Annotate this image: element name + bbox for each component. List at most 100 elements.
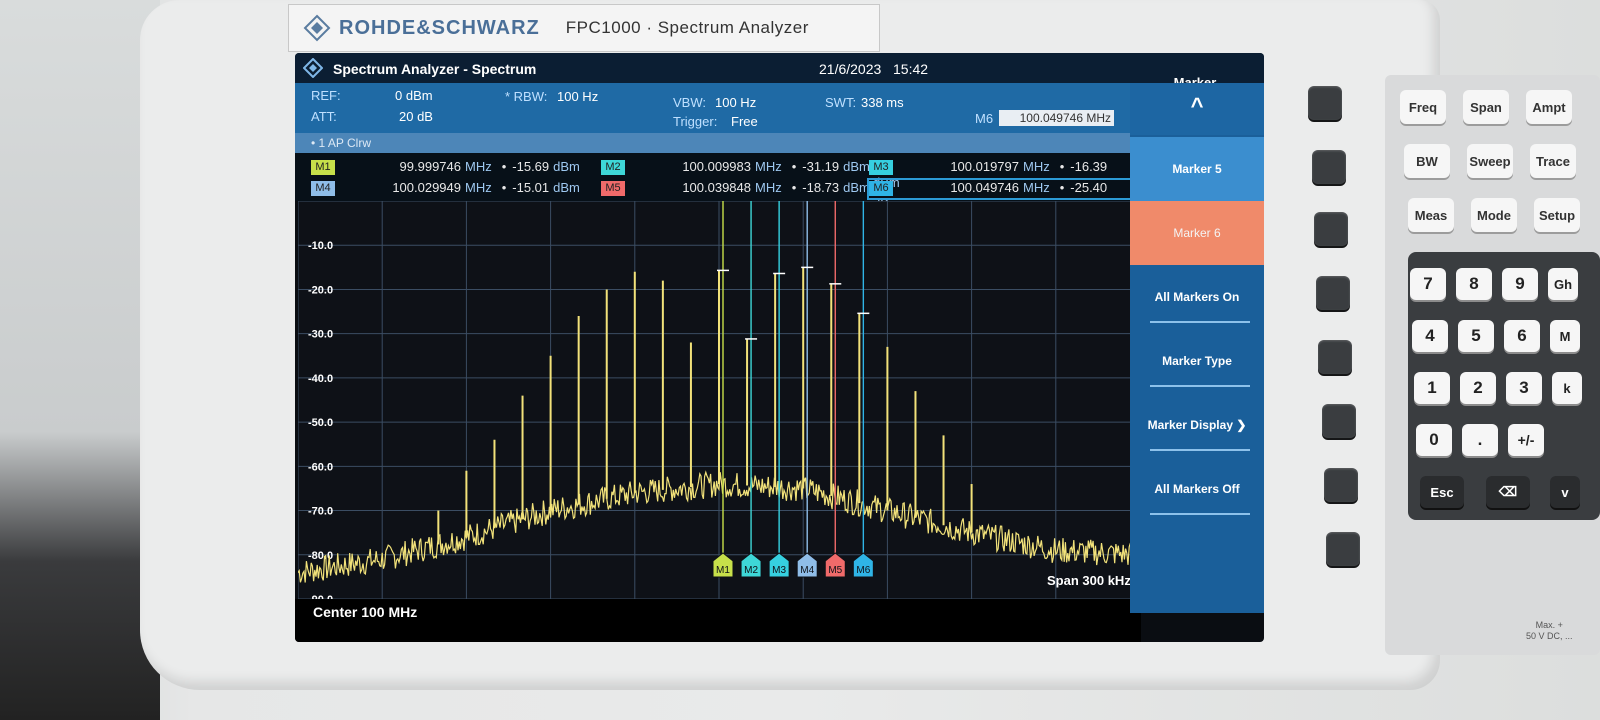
key-decimal[interactable]: . — [1462, 424, 1498, 456]
marker-flag-label: M4 — [800, 565, 814, 576]
softkey-marker-display[interactable]: Marker Display ❯ — [1130, 393, 1264, 457]
marker-flag-m2 — [740, 552, 762, 578]
center-frequency-label[interactable]: Center 100 MHz — [313, 604, 418, 620]
key-mhz[interactable]: M — [1550, 320, 1580, 352]
freq-key[interactable]: Freq — [1400, 90, 1446, 124]
marker-freq-unit: MHz — [755, 180, 782, 195]
vbw-label: VBW: — [673, 95, 706, 110]
att-value[interactable]: 20 dB — [399, 109, 433, 124]
bullet-icon: • — [791, 159, 797, 174]
bullet-icon: • — [791, 180, 797, 195]
marker-flag-m1 — [712, 552, 734, 578]
bw-key[interactable]: BW — [1404, 144, 1450, 178]
softkey-marker5[interactable]: Marker 5 — [1130, 137, 1264, 201]
swt-label: SWT: — [825, 95, 857, 110]
hardware-softkey-5[interactable] — [1318, 340, 1352, 374]
hardware-softkey-6[interactable] — [1322, 404, 1356, 438]
key-khz[interactable]: k — [1552, 372, 1582, 404]
span-key[interactable]: Span — [1463, 90, 1509, 124]
softkey-all-markers-on[interactable]: All Markers On — [1130, 265, 1264, 329]
meas-key[interactable]: Meas — [1408, 198, 1454, 232]
trace-info-row: • 1 AP Clrw — [295, 133, 1130, 153]
key-0[interactable]: 0 — [1416, 424, 1452, 456]
marker-table: M1 99.999746 MHz • -15.69 dBm M2 100.009983 MHz… — [295, 153, 1132, 211]
marker-level: -18.73 — [802, 180, 840, 195]
chevron-down-icon[interactable]: v — [1550, 476, 1580, 508]
key-ghz[interactable]: Gh — [1548, 268, 1578, 300]
marker-flag-m4 — [796, 552, 818, 578]
ref-value[interactable]: 0 dBm — [395, 88, 433, 103]
marker-flag-m3 — [768, 552, 790, 578]
softkey-marker6[interactable]: Marker 6 — [1130, 201, 1264, 265]
key-5[interactable]: 5 — [1458, 320, 1494, 352]
marker-tag-m4: M4 — [311, 181, 335, 197]
marker-freq-unit: MHz — [755, 159, 782, 174]
key-1[interactable]: 1 — [1414, 372, 1450, 404]
key-plus-minus[interactable]: +/- — [1508, 424, 1544, 456]
key-7[interactable]: 7 — [1410, 268, 1446, 300]
divider — [1150, 321, 1250, 323]
backspace-icon[interactable]: ⌫ — [1486, 476, 1530, 508]
key-3[interactable]: 3 — [1506, 372, 1542, 404]
chevron-up-icon: ^ — [1190, 93, 1204, 118]
brand-name: ROHDE&SCHWARZ — [339, 16, 540, 39]
setup-key[interactable]: Setup — [1534, 198, 1580, 232]
softkey-panel: ^ Marker 5 Marker 6 All Markers On Marke… — [1130, 83, 1264, 613]
rbw-label: * RBW: — [505, 89, 548, 104]
marker-row-m4[interactable]: M4 100.029949 MHz • -15.01 dBm — [311, 180, 584, 198]
time: 15:42 — [893, 61, 929, 77]
marker-level-unit: dBm — [553, 159, 580, 174]
m6-frequency-input[interactable]: 100.049746 MHz — [999, 110, 1114, 126]
trace-label[interactable]: • 1 AP Clrw — [311, 136, 371, 150]
analyzer-screen: Spectrum Analyzer - Spectrum 21/6/2023 1… — [295, 53, 1264, 642]
key-4[interactable]: 4 — [1412, 320, 1448, 352]
y-tick-label: -40.0 — [308, 373, 333, 385]
softkey-all-markers-off[interactable]: All Markers Off — [1130, 457, 1264, 521]
marker-row-m2[interactable]: M2 100.009983 MHz • -31.19 dBm — [601, 159, 874, 177]
hardware-softkey-4[interactable] — [1316, 276, 1350, 310]
hardware-softkey-7[interactable] — [1324, 468, 1358, 502]
y-tick-label: -90.0 — [308, 594, 333, 599]
marker-row-m5[interactable]: M5 100.039848 MHz • -18.73 dBm — [601, 180, 874, 198]
ampt-key[interactable]: Ampt — [1526, 90, 1572, 124]
trigger-value[interactable]: Free — [731, 114, 758, 129]
softkey-label: All Markers On — [1154, 290, 1240, 304]
y-tick-label: -10.0 — [308, 240, 333, 252]
key-esc[interactable]: Esc — [1420, 476, 1464, 508]
hardware-softkey-1[interactable] — [1308, 86, 1342, 120]
marker-flag-m6 — [852, 552, 874, 578]
marker-freq: 100.009983 — [682, 159, 751, 174]
trace-key[interactable]: Trace — [1530, 144, 1576, 178]
marker-row-m1[interactable]: M1 99.999746 MHz • -15.69 dBm — [311, 159, 584, 177]
spectrum-plot[interactable]: -10.0 -20.0 -30.0 -40.0 -50.0 -60.0 -70.0 -80.0… — [298, 201, 1140, 599]
softkey-up-button[interactable]: ^ — [1130, 83, 1264, 135]
key-2[interactable]: 2 — [1460, 372, 1496, 404]
sweep-key[interactable]: Sweep — [1467, 144, 1513, 178]
date: 21/6/2023 — [819, 61, 882, 77]
hardware-softkey-2[interactable] — [1312, 150, 1346, 184]
vbw-value[interactable]: 100 Hz — [715, 95, 757, 110]
title-bar: Spectrum Analyzer - Spectrum 21/6/2023 1… — [295, 53, 1264, 90]
marker-freq: 100.019797 — [950, 159, 1019, 174]
key-6[interactable]: 6 — [1504, 320, 1540, 352]
softkey-label: Marker Display ❯ — [1147, 418, 1247, 432]
softkey-marker-type[interactable]: Marker Type — [1130, 329, 1264, 393]
y-tick-label: -50.0 — [308, 417, 333, 429]
marker-flag-label: M5 — [828, 565, 842, 576]
bullet-icon: • — [501, 159, 507, 174]
divider — [1150, 513, 1250, 515]
key-8[interactable]: 8 — [1456, 268, 1492, 300]
mode-key[interactable]: Mode — [1471, 198, 1517, 232]
app-logo-icon — [303, 58, 323, 78]
rear-rating-label: Max. + 50 V DC, ... — [1526, 620, 1573, 642]
hardware-softkey-8[interactable] — [1326, 532, 1360, 566]
rbw-value[interactable]: 100 Hz — [557, 89, 599, 104]
hardware-softkey-3[interactable] — [1314, 212, 1348, 246]
span-label[interactable]: Span 300 kHz — [1047, 573, 1131, 588]
marker-level: -15.69 — [512, 159, 550, 174]
marker-freq-unit: MHz — [1023, 159, 1050, 174]
swt-value[interactable]: 338 ms — [861, 95, 904, 110]
key-9[interactable]: 9 — [1502, 268, 1538, 300]
